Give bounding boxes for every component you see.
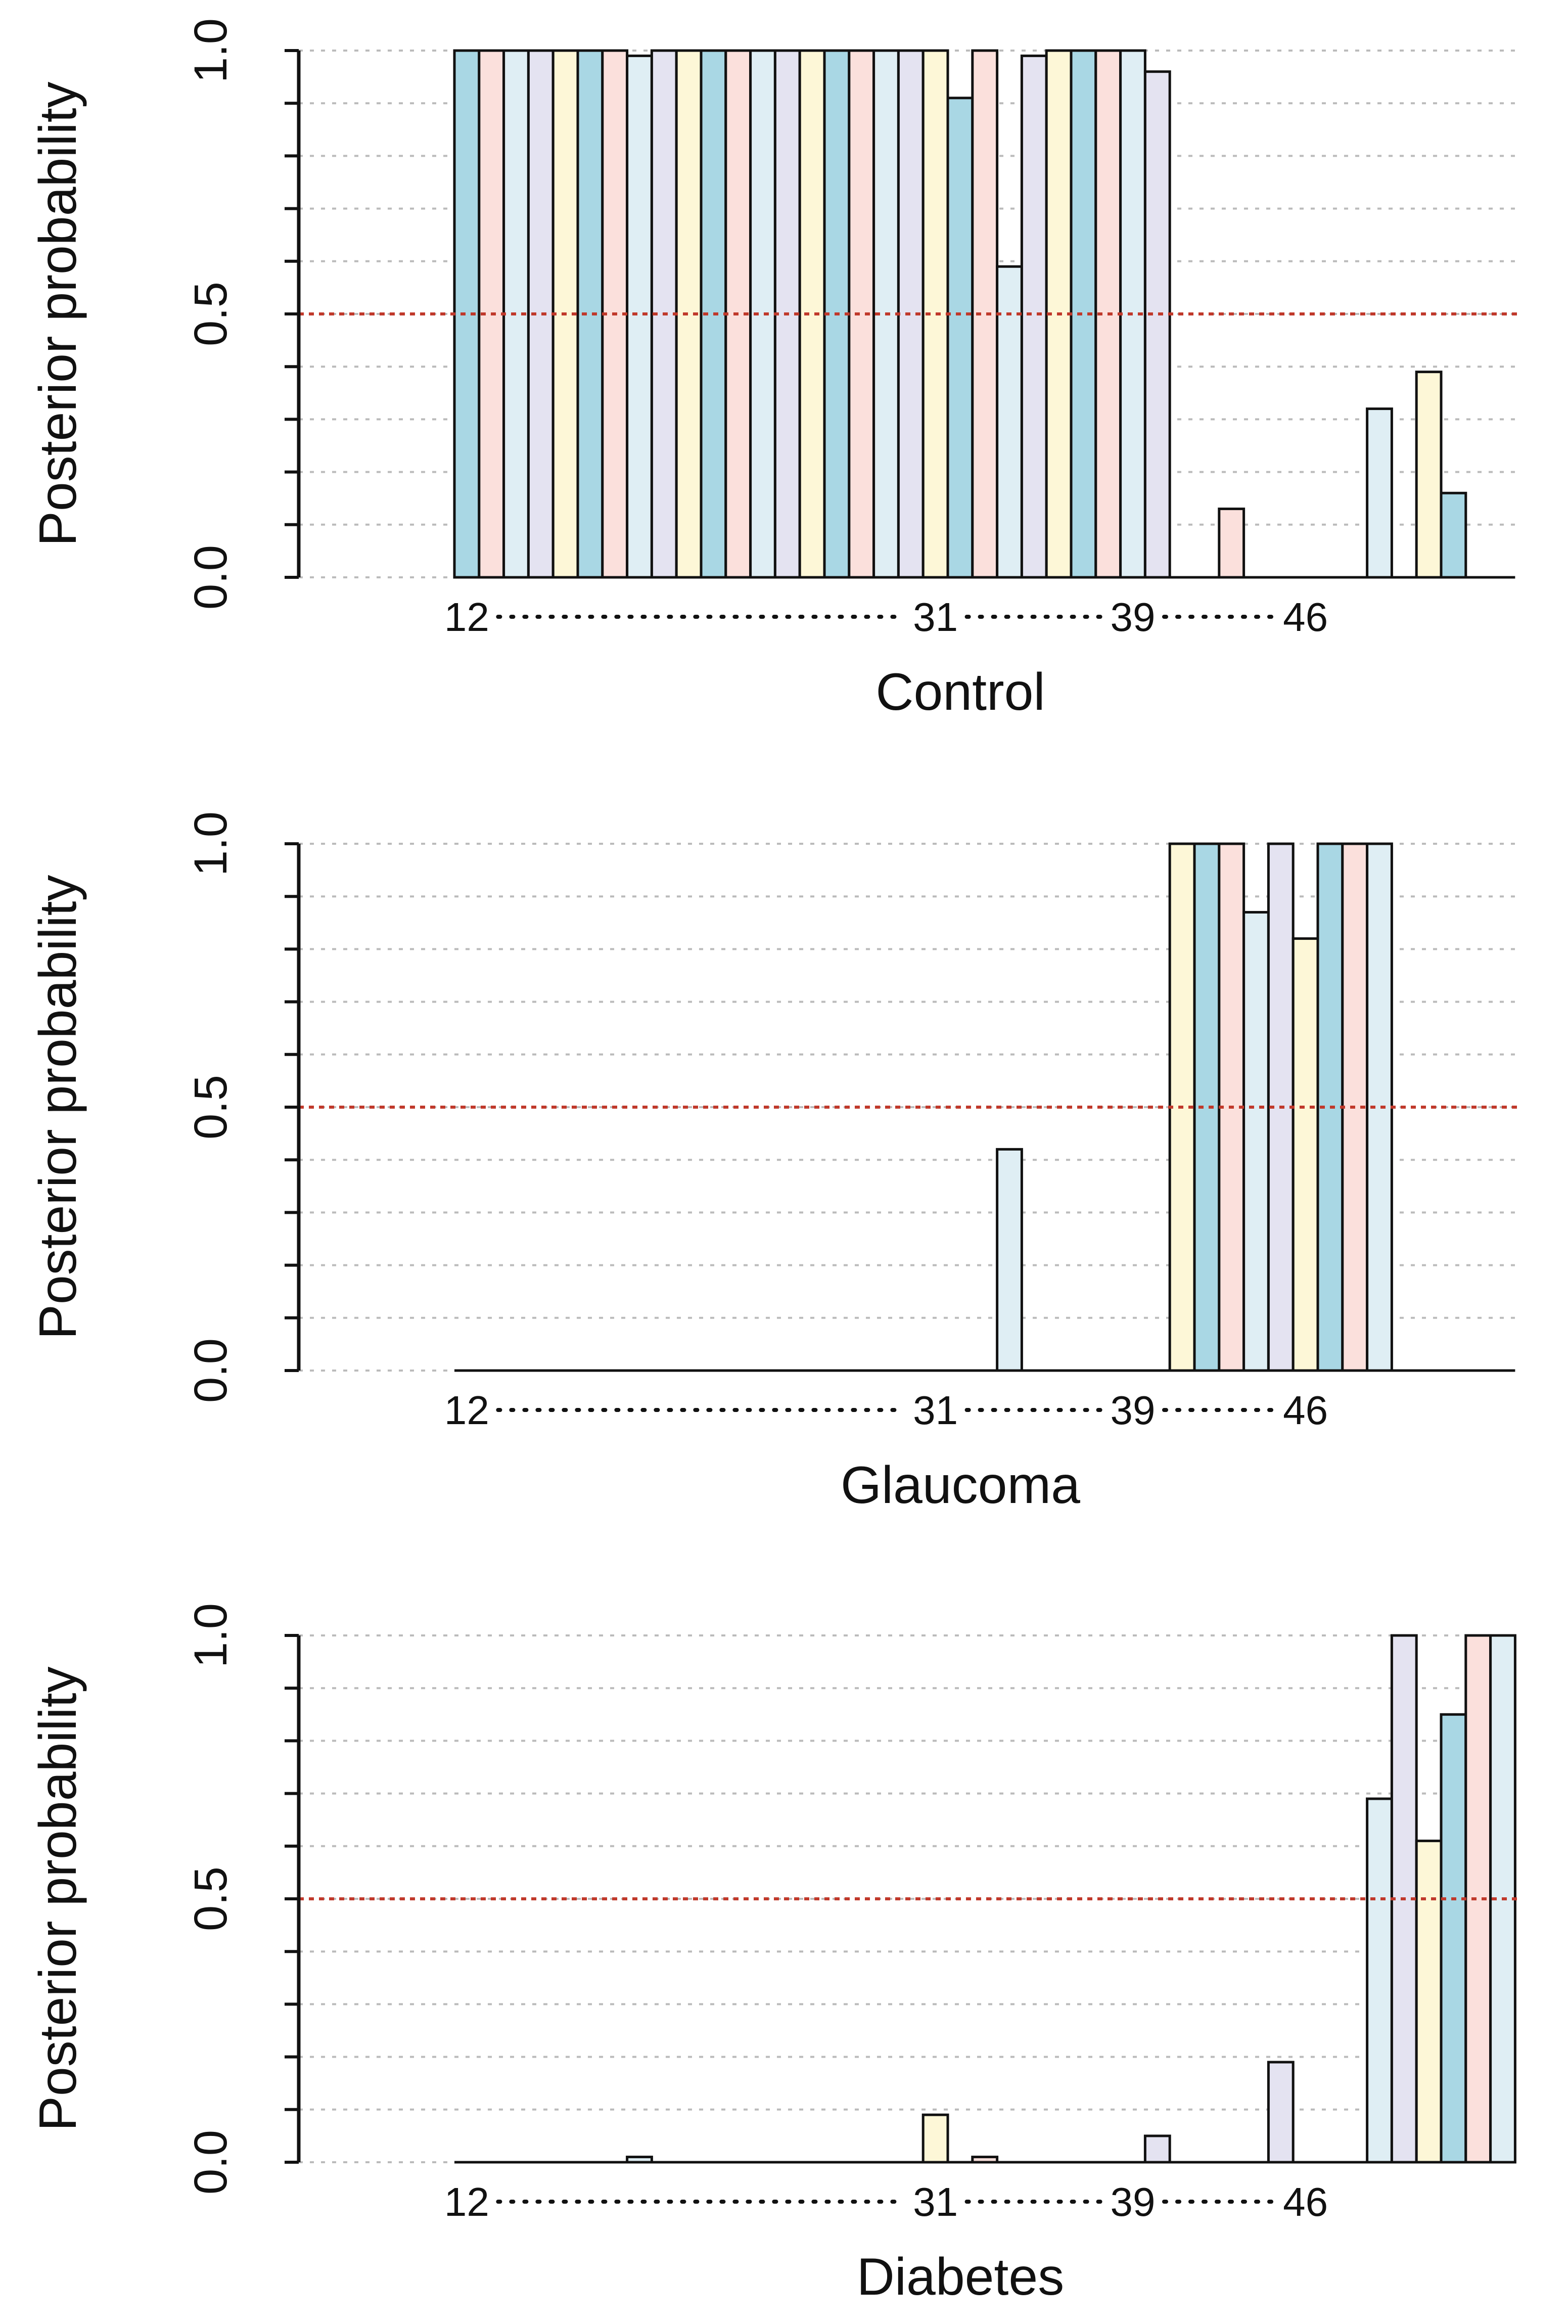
- bar-sample-34: [996, 1148, 1023, 1372]
- bar-sample-40: [1143, 70, 1171, 579]
- y-axis-title: Posterior probability: [29, 1666, 87, 2131]
- bar-sample-44: [1242, 910, 1270, 1372]
- bar-sample-26: [798, 49, 826, 579]
- bar-sample-45: [1267, 2061, 1295, 2164]
- bar-sample-32: [946, 97, 974, 579]
- glaucoma-panel: 0.0 0.5 1.0 Posterior probability 12 31 39 46 Gl…: [29, 811, 1521, 1515]
- bar-sample-43: [1218, 508, 1246, 579]
- control-x-axis-title: Control: [875, 663, 1045, 721]
- bar-sample-46: [1292, 937, 1319, 1372]
- bar-sample-35: [1020, 54, 1048, 579]
- y-tick-label: 0.5: [185, 1866, 237, 1931]
- bar-sample-42: [1193, 842, 1221, 1372]
- x-tick-label-12: 12: [444, 1388, 489, 1433]
- y-tick-label: 1.0: [185, 1603, 237, 1668]
- y-axis-title: Posterior probability: [29, 875, 87, 1339]
- bar-sample-51: [1415, 371, 1443, 579]
- x-tick-label-31: 31: [913, 595, 958, 640]
- bar-sample-49: [1366, 1797, 1393, 2164]
- bar-sample-53: [1464, 1634, 1492, 2164]
- bar-sample-49: [1366, 407, 1393, 579]
- bar-sample-28: [848, 49, 875, 579]
- diabetes-panel: 0.0 0.5 1.0 Posterior probability 12 31 39 46 Di…: [29, 1603, 1521, 2306]
- x-tick-label-31: 31: [913, 2179, 958, 2224]
- x-tick-label-39: 39: [1111, 1388, 1156, 1433]
- bar-sample-52: [1440, 491, 1467, 579]
- x-tick-label-46: 46: [1283, 2179, 1328, 2224]
- x-tick-label-12: 12: [444, 595, 489, 640]
- y-tick-label: 1.0: [185, 18, 237, 83]
- y-axis-title: Posterior probability: [29, 81, 87, 546]
- y-tick-label: 0.0: [185, 545, 237, 610]
- bar-sample-34: [996, 265, 1023, 579]
- y-tick-label: 0.0: [185, 2130, 237, 2195]
- x-tick-label-46: 46: [1283, 1388, 1328, 1433]
- x-tick-label-31: 31: [913, 1388, 958, 1433]
- bar-sample-40: [1143, 2134, 1171, 2164]
- bar-sample-31: [921, 2113, 949, 2164]
- bar-sample-19: [626, 54, 653, 579]
- bar-sample-51: [1415, 1839, 1443, 2164]
- x-tick-label-39: 39: [1111, 2179, 1156, 2224]
- x-tick-label-39: 39: [1111, 595, 1156, 640]
- x-tick-label-12: 12: [444, 2179, 489, 2224]
- glaucoma-x-axis-title: Glaucoma: [841, 1456, 1080, 1515]
- y-tick-label: 0.5: [185, 282, 237, 346]
- y-tick-label: 0.0: [185, 1338, 237, 1403]
- bar-sample-17: [576, 49, 604, 579]
- bar-sample-37: [1070, 49, 1097, 579]
- y-tick-label: 1.0: [185, 811, 237, 876]
- x-tick-label-46: 46: [1283, 595, 1328, 640]
- diabetes-x-axis-title: Diabetes: [857, 2248, 1064, 2306]
- y-tick-label: 0.5: [185, 1075, 237, 1140]
- bar-sample-52: [1440, 1713, 1467, 2164]
- control-panel: 0.0 0.5 1.0 Posterior probability 12 31 39 46 Co…: [29, 18, 1521, 721]
